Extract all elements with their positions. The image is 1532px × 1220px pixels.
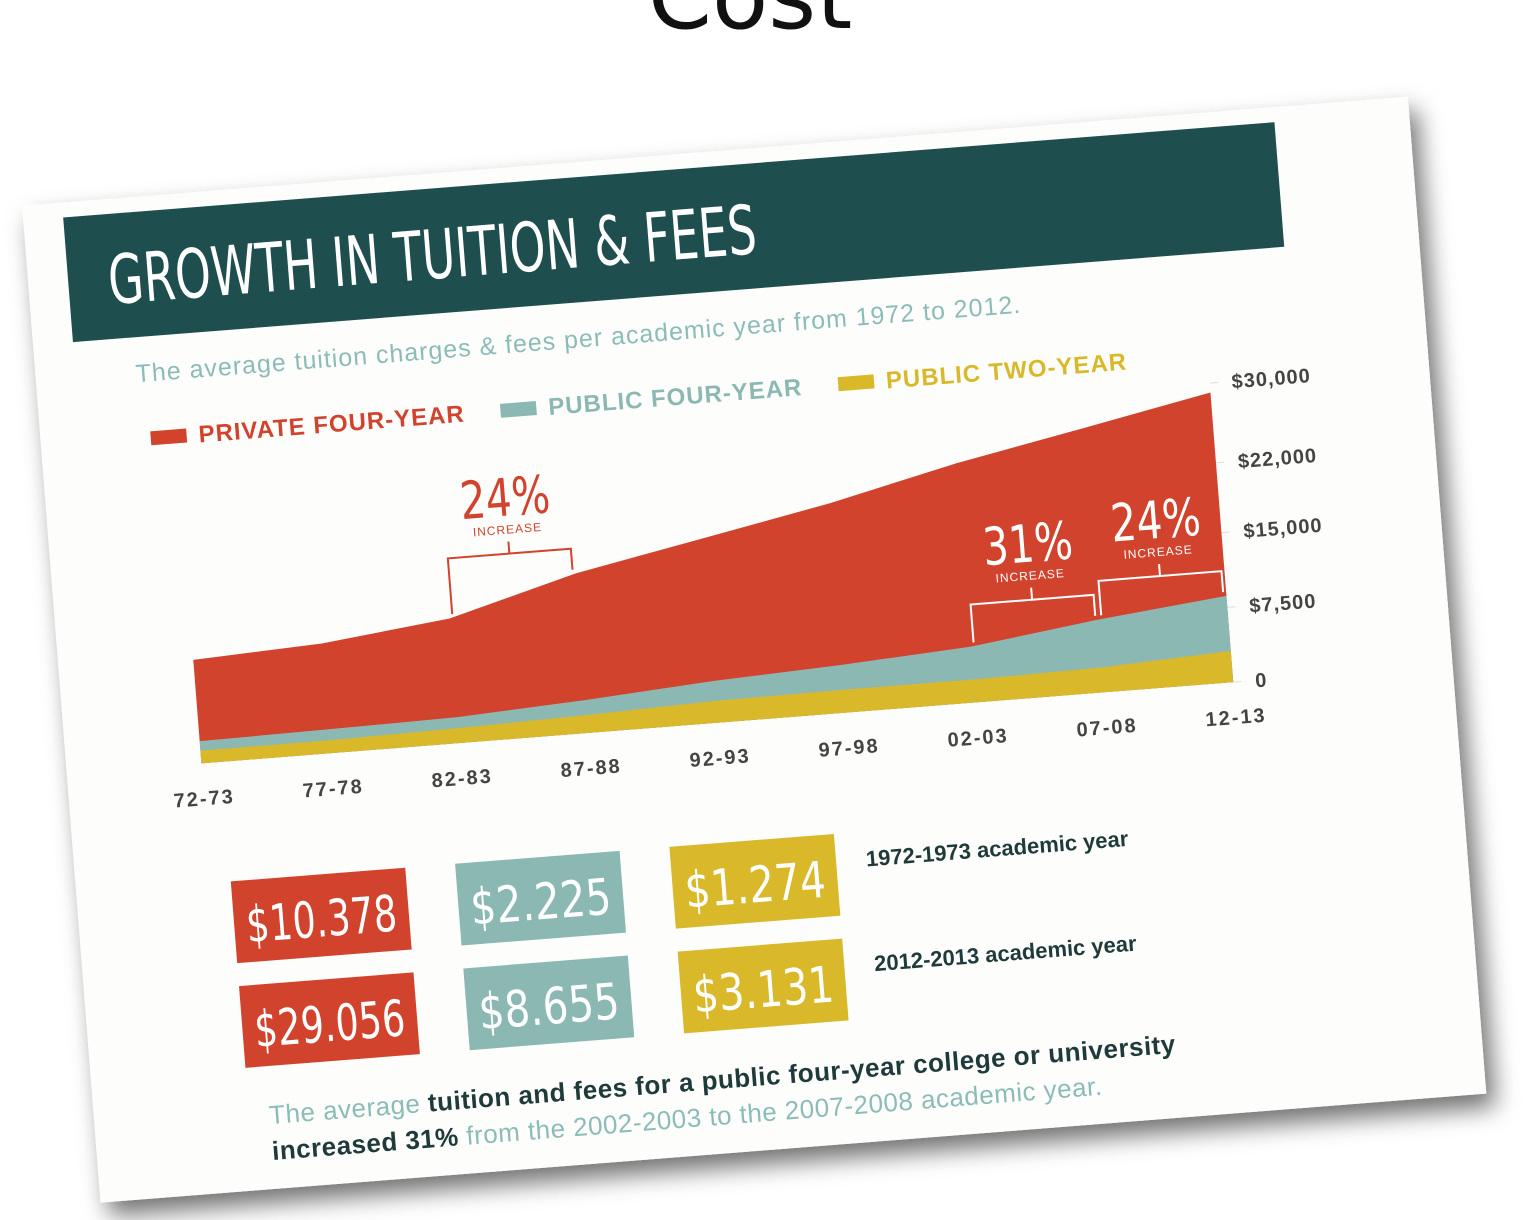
- tick-mark: [1227, 606, 1236, 608]
- annotation-text: 24%: [458, 465, 552, 532]
- x-tick-label: 12-13: [1205, 705, 1268, 732]
- x-tick-label: 87-88: [560, 755, 623, 782]
- legend-swatch: [150, 428, 188, 446]
- value-box-label: $2.225: [468, 868, 613, 937]
- footnote: The average tuition and fees for a publi…: [268, 1028, 1187, 1166]
- area: [200, 650, 1234, 764]
- legend-swatch: [837, 374, 875, 392]
- x-tick-label: 07-08: [1076, 715, 1139, 742]
- value-box-label: $1.274: [683, 851, 828, 920]
- value-box: [677, 938, 849, 1034]
- annotation-bracket: [969, 587, 1097, 643]
- legend-swatch: [499, 401, 537, 418]
- value-box-label: $8.655: [477, 972, 622, 1041]
- infographic: GROWTH IN TUITION & FEES The average tui…: [22, 96, 1487, 1203]
- annotation-text: 24%: [1108, 488, 1202, 555]
- title-banner: [63, 122, 1285, 343]
- y-tick-label: $7,500: [1248, 590, 1317, 617]
- value-box: [463, 955, 635, 1051]
- x-tick-label: 92-93: [689, 745, 752, 772]
- value-box: [669, 833, 841, 929]
- value-box: [455, 850, 627, 946]
- x-tick-label: 97-98: [818, 735, 881, 762]
- value-box: [239, 972, 420, 1068]
- area: [199, 595, 1234, 764]
- x-tick-label: 72-73: [173, 786, 236, 813]
- value-box-label: $10.378: [244, 885, 399, 955]
- annotation-subtext: INCREASE: [1123, 542, 1193, 561]
- slide-title: Cost: [648, 0, 853, 50]
- value-box-label: $29.056: [252, 989, 407, 1059]
- tick-mark: [1233, 681, 1242, 683]
- value-box: [230, 867, 412, 964]
- annotation-subtext: INCREASE: [995, 566, 1065, 585]
- tick-mark: [1215, 461, 1224, 464]
- annotation-text: 31%: [981, 511, 1075, 578]
- x-tick-label: 82-83: [431, 766, 494, 793]
- annotation-bracket: [446, 541, 574, 615]
- tick-mark: [1209, 381, 1218, 384]
- y-tick-label: 0: [1254, 670, 1268, 693]
- annotation-subtext: INCREASE: [472, 520, 542, 539]
- value-box-label: $3.131: [691, 956, 836, 1025]
- tick-mark: [1221, 531, 1230, 534]
- x-tick-label: 77-78: [302, 776, 365, 803]
- x-tick-label: 02-03: [947, 725, 1010, 752]
- annotation-bracket: [1097, 563, 1225, 616]
